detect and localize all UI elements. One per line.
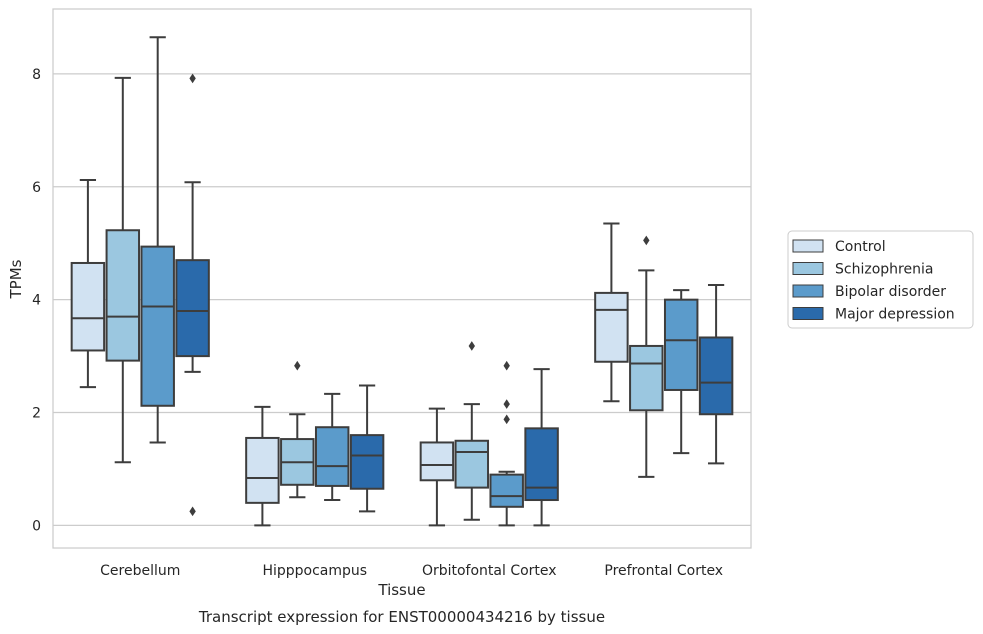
box-iqr xyxy=(140,245,175,407)
box-iqr xyxy=(663,298,699,391)
box-groups xyxy=(70,36,734,527)
x-tick-label: Cerebellum xyxy=(100,563,180,579)
box-major-depression xyxy=(698,283,734,465)
box-control xyxy=(70,179,106,389)
outlier-point xyxy=(503,399,510,409)
box-schizophrenia xyxy=(454,341,490,521)
box-schizophrenia xyxy=(105,76,141,464)
legend-label: Major depression xyxy=(835,307,955,323)
box-iqr xyxy=(349,434,385,490)
box-bipolar-disorder xyxy=(663,289,699,455)
box-iqr xyxy=(419,441,455,482)
box-iqr xyxy=(524,427,559,502)
box-iqr xyxy=(175,259,210,358)
box-iqr xyxy=(629,344,664,412)
box-major-depression xyxy=(349,384,385,513)
box-control xyxy=(245,405,280,527)
box-iqr xyxy=(698,336,734,416)
box-iqr xyxy=(245,436,280,504)
box-bipolar-disorder xyxy=(314,392,350,502)
box-major-depression xyxy=(175,73,210,517)
y-tick-label: 0 xyxy=(32,518,41,534)
legend-swatch xyxy=(792,307,824,320)
chart-caption: Transcript expression for ENST0000043421… xyxy=(198,608,605,626)
box-control xyxy=(419,407,455,527)
outlier-point xyxy=(189,506,196,517)
outlier-point xyxy=(503,360,510,371)
y-axis-label: TPMs xyxy=(7,259,25,299)
box-iqr xyxy=(70,261,106,352)
x-tick-labels: Cerebellum Hipppocampus Orbitofontal Corte… xyxy=(100,563,723,579)
y-tick-labels: 0 2 4 6 8 xyxy=(32,67,41,535)
outlier-point xyxy=(643,235,650,246)
legend-swatch xyxy=(792,284,824,298)
box-bipolar-disorder xyxy=(140,36,175,444)
legend: Control Schizophrenia Bipolar disorder Majo… xyxy=(787,230,974,329)
x-tick-label: Orbitofontal Cortex xyxy=(422,563,557,579)
box-iqr xyxy=(454,439,490,489)
y-tick-label: 6 xyxy=(32,180,41,196)
plot-frame xyxy=(52,8,752,549)
box-schizophrenia xyxy=(280,360,315,499)
outlier-point xyxy=(468,341,475,351)
legend-swatch xyxy=(792,239,824,253)
box-iqr xyxy=(105,229,141,362)
box-iqr xyxy=(489,473,524,508)
x-tick-label: Prefrontal Cortex xyxy=(604,563,723,579)
box-major-depression xyxy=(524,368,559,527)
box-schizophrenia xyxy=(629,235,664,478)
box-iqr xyxy=(314,426,350,487)
x-axis-label: Tissue xyxy=(377,581,425,599)
legend-swatch xyxy=(792,262,824,275)
y-tick-label: 8 xyxy=(32,67,41,83)
box-control xyxy=(594,222,629,403)
y-tick-label: 2 xyxy=(32,406,41,422)
legend-label: Control xyxy=(835,239,886,255)
outlier-point xyxy=(189,73,196,84)
legend-label: Bipolar disorder xyxy=(835,284,946,300)
outlier-point xyxy=(294,360,301,371)
x-tick-label: Hipppocampus xyxy=(262,563,367,579)
box-iqr xyxy=(594,291,629,363)
box-bipolar-disorder xyxy=(489,360,524,527)
legend-frame xyxy=(787,230,974,329)
legend-label: Schizophrenia xyxy=(835,262,933,278)
y-tick-label: 4 xyxy=(32,293,41,309)
outlier-point xyxy=(503,414,510,425)
